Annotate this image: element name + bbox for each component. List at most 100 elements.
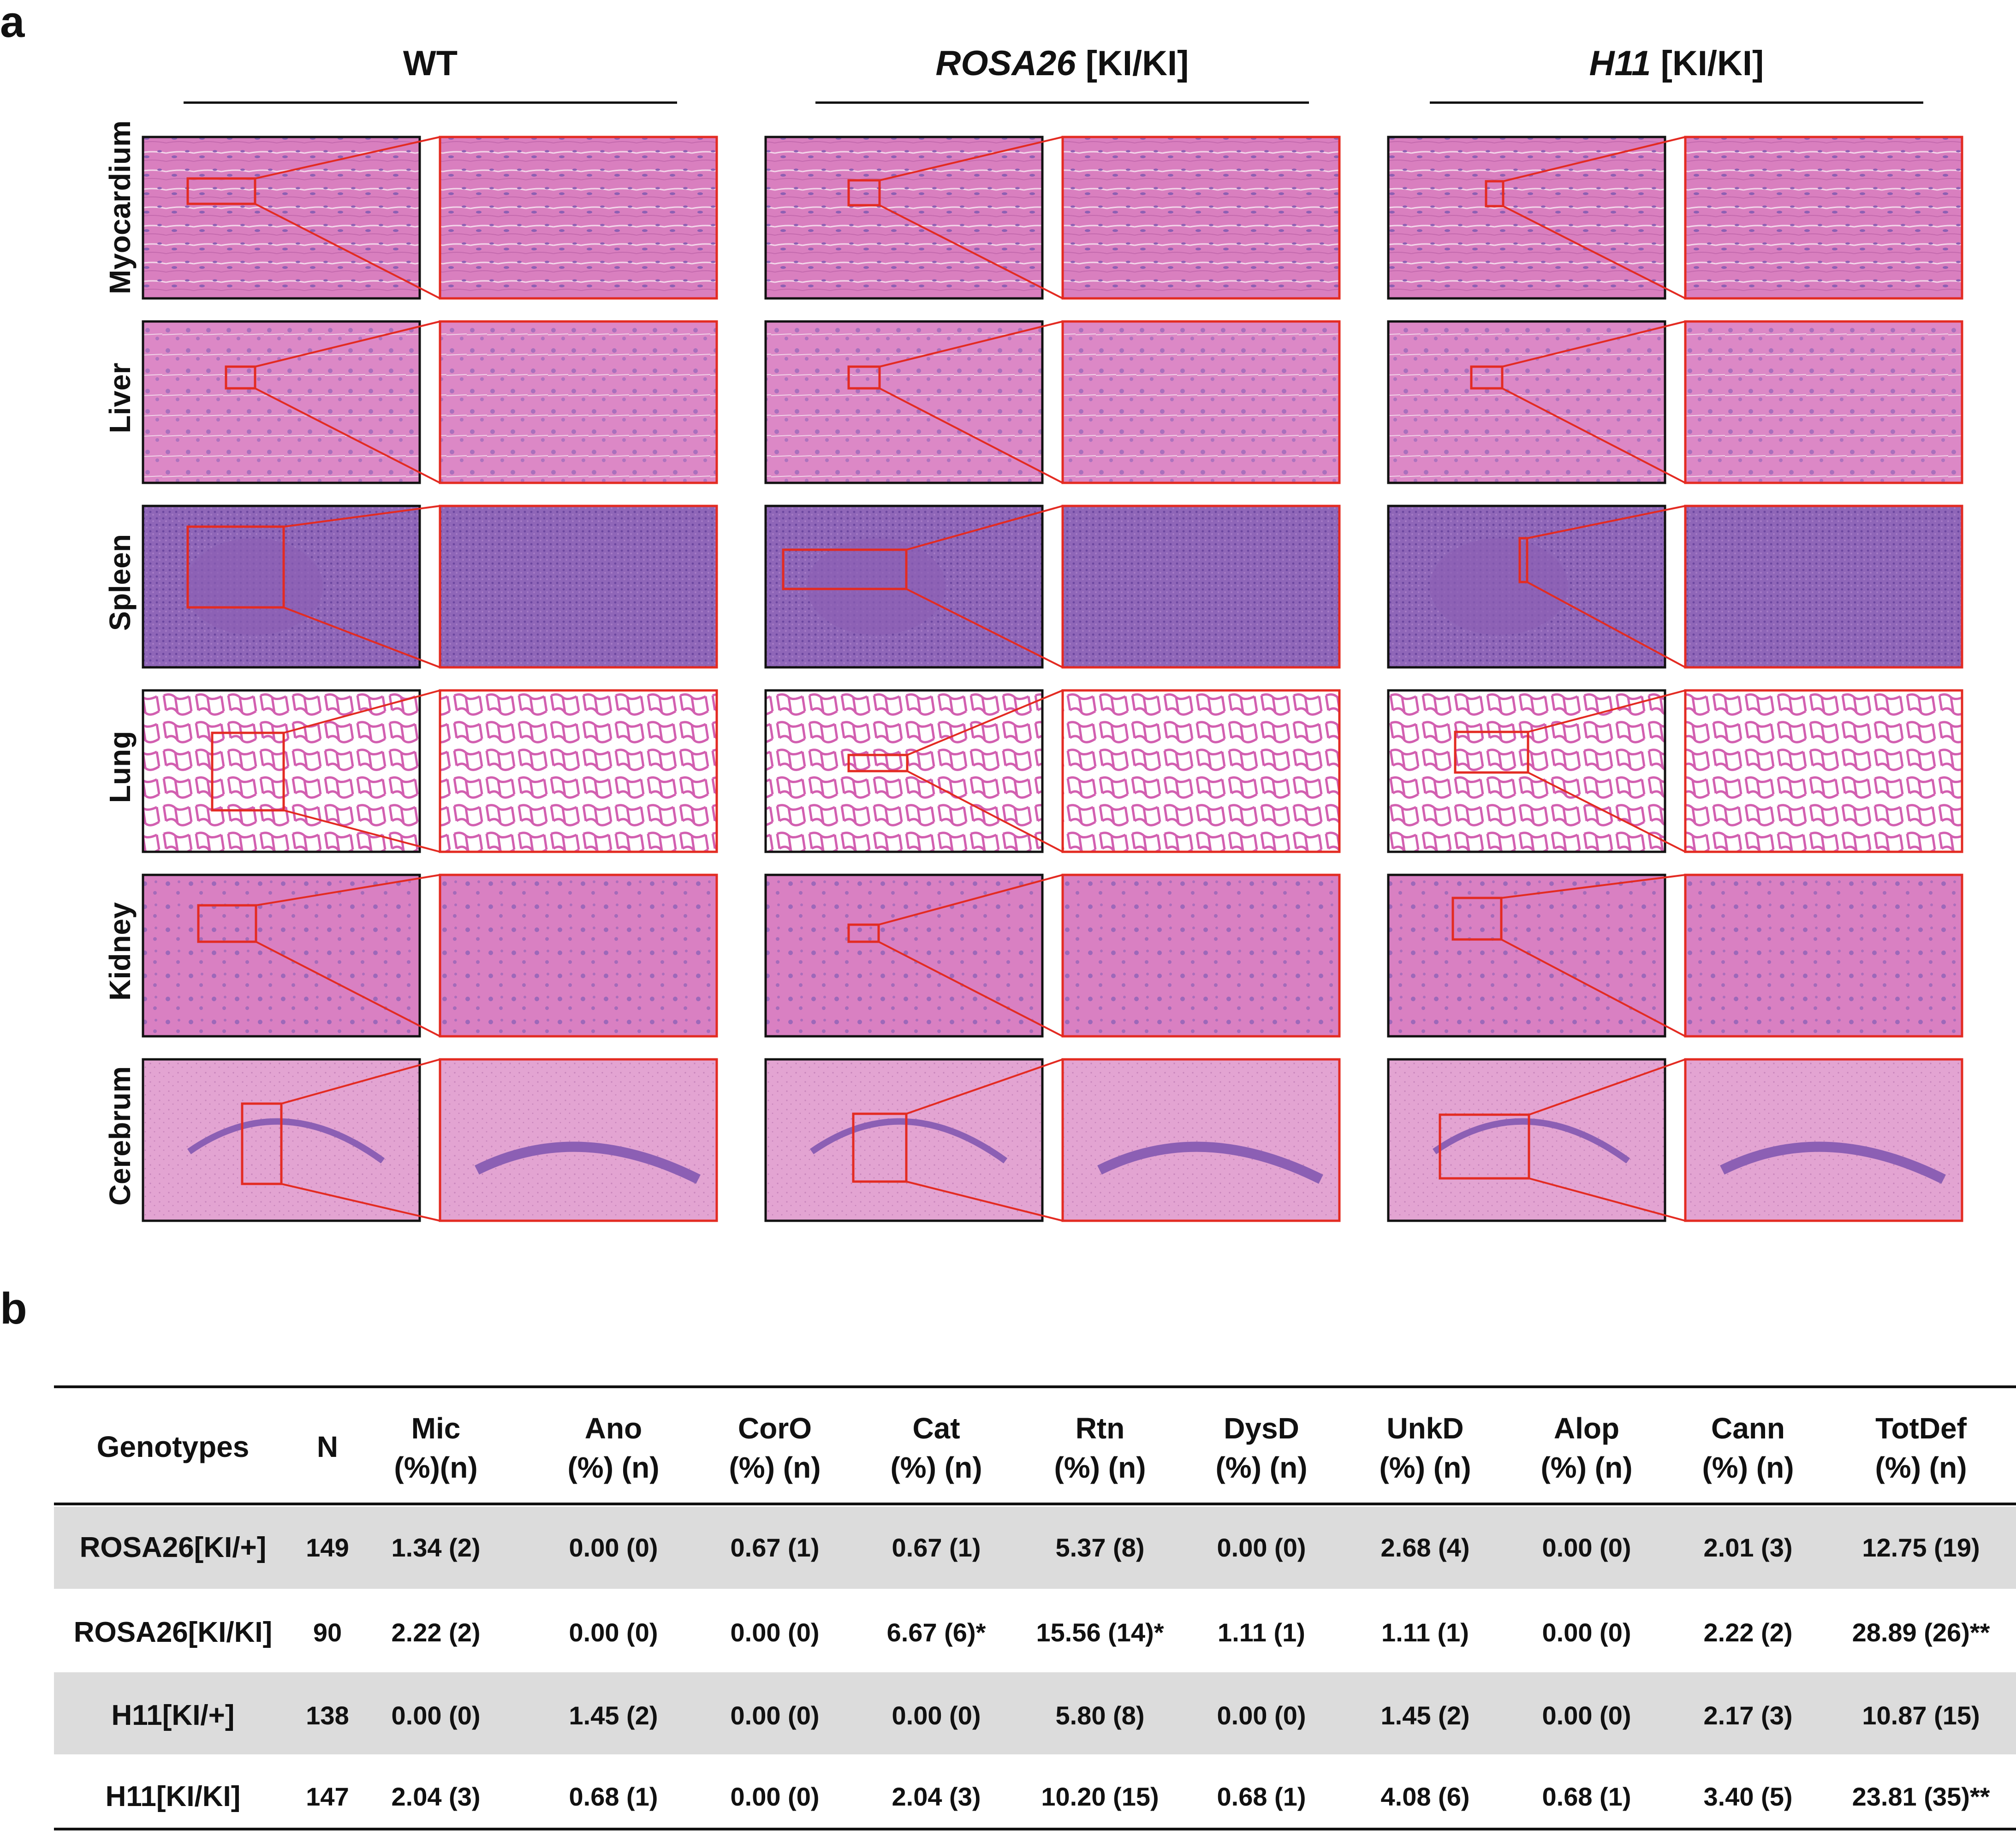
value-cell: 1.45 (2) [1380, 1701, 1470, 1730]
zoom-connector-line [1528, 689, 1686, 733]
zoom-region-box [847, 923, 880, 943]
dentate-gyrus-band [475, 1141, 701, 1184]
table-header-cell: N [316, 1430, 339, 1463]
value-cell: 1.34 (2) [391, 1533, 481, 1562]
zoom-connector-line [906, 1181, 1063, 1222]
table-header-rule [54, 1503, 2016, 1505]
micrograph-zoom-liver [1061, 320, 1341, 484]
table-header-cell: Ano [584, 1412, 642, 1445]
micrograph-zoom-liver [439, 320, 718, 484]
panel-a-label: a [0, 0, 25, 47]
zoom-connector-line [1503, 205, 1686, 299]
value-cell: 15.56 (14)* [1036, 1618, 1164, 1647]
micrograph-cerebrum [1387, 1058, 1666, 1222]
zoom-connector-line [879, 136, 1063, 181]
value-cell: 0.00 (0) [730, 1782, 820, 1811]
micrograph-zoom-cerebrum [1684, 1058, 1963, 1222]
zoom-connector-line [1501, 874, 1686, 899]
value-cell: 28.89 (26)** [1852, 1618, 1990, 1647]
table-header-unit: (%) (n) [1540, 1451, 1633, 1484]
value-cell: 147 [306, 1782, 349, 1811]
table-row-shade [54, 1507, 2016, 1589]
value-cell: 0.00 (0) [730, 1618, 820, 1647]
white-pulp-region [184, 538, 323, 635]
table-header-cell: Alop [1553, 1412, 1620, 1445]
table-header-cell: TotDef [1875, 1412, 1967, 1445]
value-cell: 0.00 (0) [569, 1618, 658, 1647]
zoom-connector-line [255, 136, 440, 179]
value-cell: 138 [306, 1701, 349, 1730]
zoom-region-box [186, 525, 285, 609]
table-header-unit: (%) (n) [729, 1451, 821, 1484]
micrograph-liver [1387, 320, 1666, 484]
value-cell: 0.67 (1) [892, 1533, 981, 1562]
zoom-region-box [1439, 1113, 1530, 1180]
value-cell: 5.80 (8) [1055, 1701, 1145, 1730]
zoom-region-box [211, 731, 285, 812]
zoom-connector-line [878, 941, 1063, 1037]
zoom-connector-line [1528, 1177, 1686, 1222]
value-cell: 0.00 (0) [730, 1701, 820, 1730]
micrograph-zoom-myocardium [1061, 136, 1341, 300]
table-header-unit: (%) (n) [890, 1451, 982, 1484]
zoom-region-box [1454, 731, 1529, 774]
zoom-connector-line [1527, 581, 1686, 668]
genotype-title-rule [1430, 101, 1923, 104]
zoom-connector-line [283, 809, 440, 853]
value-cell: 10.20 (15) [1041, 1782, 1159, 1811]
micrograph-zoom-cerebrum [439, 1058, 718, 1222]
zoom-region-box [186, 177, 256, 205]
value-cell: 149 [306, 1533, 349, 1562]
value-cell: 2.68 (4) [1380, 1533, 1470, 1562]
zoom-connector-line [906, 505, 1063, 551]
zoom-connector-line [281, 1183, 440, 1222]
zoom-region-box [1518, 537, 1528, 583]
zoom-connector-line [879, 321, 1063, 368]
value-cell: 12.75 (19) [1862, 1533, 1980, 1562]
genotype-title-h11: H11 [KI/KI] [1589, 44, 1764, 83]
zoom-connector-line [906, 588, 1063, 668]
value-cell: 2.17 (3) [1703, 1701, 1793, 1730]
genotype-title-wt: WT [403, 44, 458, 83]
table-header-cell: Cann [1711, 1412, 1785, 1445]
table-row-shade [54, 1672, 2016, 1754]
micrograph-zoom-lung [1061, 689, 1341, 853]
table-header-cell: Cat [912, 1412, 960, 1445]
micrograph-zoom-kidney [1684, 873, 1963, 1038]
zoom-region-box [1485, 180, 1505, 208]
white-pulp-region [1430, 538, 1568, 635]
value-cell: 23.81 (35)** [1852, 1782, 1990, 1811]
dentate-gyrus-band [1097, 1141, 1323, 1184]
zoom-connector-line [255, 203, 440, 299]
zoom-connector-line [283, 505, 440, 528]
table-header-cell: Genotypes [96, 1430, 250, 1463]
table-header-cell: UnkD [1386, 1412, 1464, 1445]
value-cell: 5.37 (8) [1055, 1533, 1145, 1562]
zoom-region-box [1451, 897, 1503, 941]
value-cell: 0.00 (0) [1542, 1618, 1631, 1647]
value-cell: 0.00 (0) [1217, 1701, 1306, 1730]
value-cell: 0.00 (0) [391, 1701, 481, 1730]
value-cell: 2.04 (3) [391, 1782, 481, 1811]
table-header-unit: (%) (n) [1215, 1451, 1308, 1484]
zoom-connector-line [1528, 1058, 1686, 1116]
micrograph-kidney [1387, 873, 1666, 1038]
table-header-unit: (%) (n) [567, 1451, 660, 1484]
genotype-title-rule [184, 101, 677, 104]
value-cell: 90 [313, 1618, 342, 1647]
table-header-cell: DysD [1224, 1412, 1299, 1445]
zoom-region-box [847, 179, 881, 207]
genotype-cell: ROSA26[KI/+] [79, 1532, 267, 1563]
zoom-connector-line [283, 606, 440, 668]
zoom-region-box [847, 365, 881, 390]
value-cell: 0.00 (0) [569, 1533, 658, 1562]
zoom-connector-line [1503, 136, 1686, 182]
table-top-rule [54, 1385, 2016, 1388]
micrograph-zoom-cerebrum [1061, 1058, 1341, 1222]
table-header-unit: (%)(n) [394, 1451, 478, 1484]
micrograph-zoom-liver [1684, 320, 1963, 484]
zoom-connector-line [281, 1058, 440, 1105]
value-cell: 2.04 (3) [892, 1782, 981, 1811]
value-cell: 1.11 (1) [1218, 1618, 1305, 1647]
value-cell: 10.87 (15) [1862, 1701, 1980, 1730]
